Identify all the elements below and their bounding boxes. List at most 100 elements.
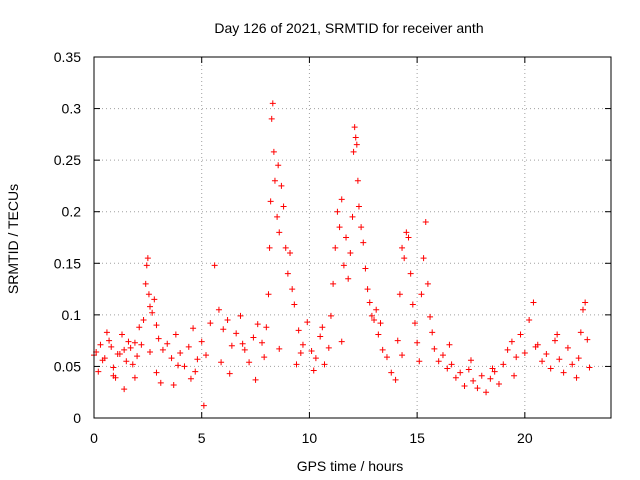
data-point (252, 376, 259, 383)
x-tick-label: 15 (409, 430, 425, 446)
data-point (396, 291, 403, 298)
data-point (211, 262, 218, 269)
data-point (409, 301, 416, 308)
data-point (491, 368, 498, 375)
data-point (159, 346, 166, 353)
data-point (267, 198, 274, 205)
data-point (177, 350, 184, 357)
y-tick-label: 0.15 (54, 255, 81, 271)
data-point (405, 234, 412, 241)
data-point (157, 379, 164, 386)
data-point (414, 339, 421, 346)
y-tick-label: 0.3 (62, 101, 82, 117)
data-point (364, 286, 371, 293)
data-point (569, 361, 576, 368)
data-point (263, 324, 270, 331)
axis-ticks (93, 56, 611, 419)
data-point (175, 362, 182, 369)
data-point (478, 372, 485, 379)
data-point (321, 361, 328, 368)
data-point (237, 312, 244, 319)
data-point (332, 244, 339, 251)
y-tick-label: 0 (73, 410, 81, 426)
data-point (420, 255, 427, 262)
data-point (350, 148, 357, 155)
data-point (470, 377, 477, 384)
x-tick-label: 10 (302, 430, 318, 446)
data-point (334, 208, 341, 215)
data-point (368, 312, 375, 319)
data-point (362, 265, 369, 272)
data-point (330, 280, 337, 287)
data-point (143, 262, 150, 269)
data-point (310, 367, 317, 374)
data-point (489, 365, 496, 372)
data-point (424, 280, 431, 287)
y-tick-label: 0.35 (54, 49, 81, 65)
data-point (340, 262, 347, 269)
data-point (149, 309, 156, 316)
data-point (239, 340, 246, 347)
data-point (271, 177, 278, 184)
data-point (265, 291, 272, 298)
data-point (278, 182, 285, 189)
x-tick-label: 0 (90, 430, 98, 446)
data-point (431, 345, 438, 352)
data-point (168, 355, 175, 362)
data-point (308, 347, 315, 354)
data-point (293, 361, 300, 368)
data-point (276, 229, 283, 236)
data-point (266, 244, 273, 251)
data-point (564, 344, 571, 351)
data-point (192, 368, 199, 375)
data-point (353, 141, 360, 148)
data-point (233, 330, 240, 337)
data-point (435, 358, 442, 365)
data-point (401, 255, 408, 262)
data-point (429, 329, 436, 336)
data-point (97, 341, 104, 348)
data-point (289, 286, 296, 293)
data-point (207, 320, 214, 327)
y-tick-label: 0.05 (54, 358, 81, 374)
data-point (274, 213, 281, 220)
data-point (446, 341, 453, 348)
data-point (304, 319, 311, 326)
data-point (297, 350, 304, 357)
data-point (110, 372, 117, 379)
data-point (439, 352, 446, 359)
x-axis-label: GPS time / hours (297, 458, 404, 474)
data-point (190, 325, 197, 332)
data-point (215, 306, 222, 313)
data-point (317, 333, 324, 340)
data-point (495, 380, 502, 387)
data-point (358, 224, 365, 231)
data-point (379, 346, 386, 353)
data-point (349, 213, 356, 220)
data-point (530, 299, 537, 306)
data-point (131, 339, 138, 346)
data-point (121, 386, 128, 393)
data-point (147, 303, 154, 310)
data-point (377, 320, 384, 327)
chart-title: Day 126 of 2021, SRMTID for receiver ant… (214, 20, 483, 36)
data-point (403, 229, 410, 236)
data-point (155, 335, 162, 342)
data-point (164, 340, 171, 347)
data-point (543, 351, 550, 358)
data-point (411, 320, 418, 327)
data-point (295, 327, 302, 334)
data-point (121, 346, 128, 353)
data-point (452, 374, 459, 381)
data-point (172, 331, 179, 338)
data-point (123, 358, 130, 365)
plot-frame (93, 56, 612, 419)
y-axis-label: SRMTID / TECUs (5, 184, 21, 294)
data-point (513, 354, 520, 361)
data-point (556, 356, 563, 363)
data-point (198, 338, 205, 345)
data-point (153, 322, 160, 329)
data-point (467, 357, 474, 364)
data-point (119, 331, 126, 338)
data-point (185, 343, 192, 350)
